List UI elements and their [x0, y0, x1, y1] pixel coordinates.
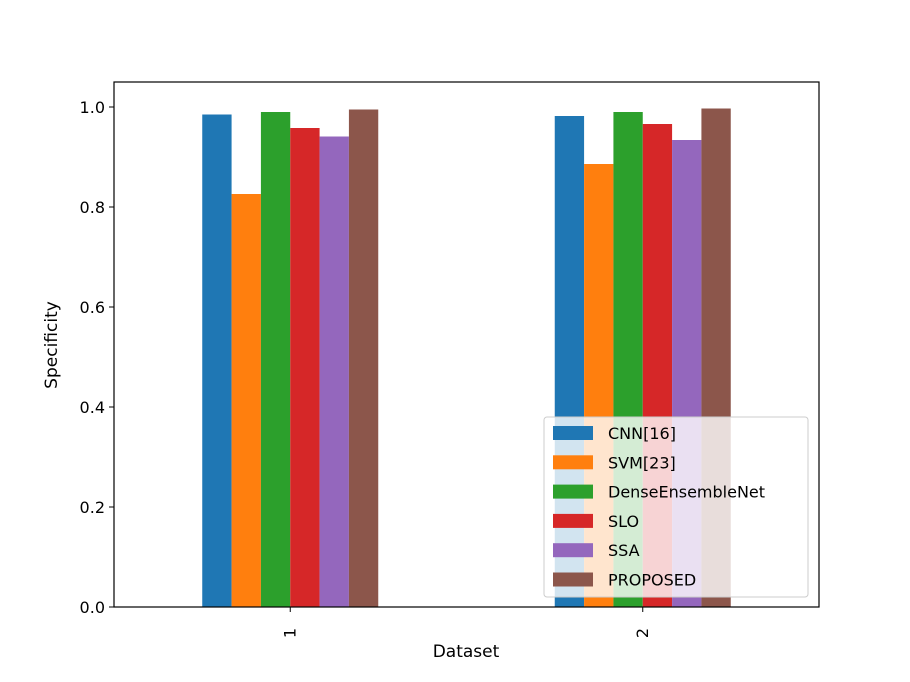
bar: [348, 109, 379, 607]
legend-entry-label: SVM[23]: [608, 453, 676, 472]
x-axis-label: Dataset: [433, 642, 500, 662]
legend-entry-label: SSA: [608, 541, 640, 560]
y-axis: 0.0 0.2 0.4 0.6 0.8 1.0: [80, 98, 114, 617]
x-tick-label: 1: [280, 628, 299, 638]
legend-swatch: [553, 426, 593, 440]
y-tick-label: 0.4: [80, 398, 105, 417]
bar: [260, 112, 291, 607]
bar: [319, 136, 349, 607]
plot-frame: [113, 81, 820, 608]
legend-entry-label: CNN[16]: [608, 424, 676, 443]
x-tick-label: 2: [633, 628, 652, 638]
y-tick-label: 0.6: [80, 298, 105, 317]
legend-entry-label: DenseEnsembleNet: [608, 483, 765, 502]
bar: [231, 194, 261, 607]
y-tick-label: 1.0: [80, 98, 105, 117]
y-tick-label: 0.2: [80, 498, 105, 517]
legend-swatch: [553, 455, 593, 470]
y-tick-label: 0.8: [80, 198, 105, 217]
legend-box: [543, 416, 809, 598]
legend-swatch: [553, 543, 593, 558]
legend-entry-label: PROPOSED: [608, 571, 696, 590]
y-tick-label: 0.0: [80, 598, 105, 617]
legend-entry-label: SLO: [608, 512, 639, 531]
y-axis-label: Specificity: [42, 301, 62, 389]
legend-swatch: [553, 572, 593, 587]
bar: [202, 114, 232, 607]
legend-swatch: [553, 484, 593, 499]
bar: [290, 128, 320, 607]
legend: CNN[16] SVM[23] DenseEnsembleNet SLO SSA PROP…: [543, 416, 809, 598]
legend-swatch: [553, 513, 593, 528]
